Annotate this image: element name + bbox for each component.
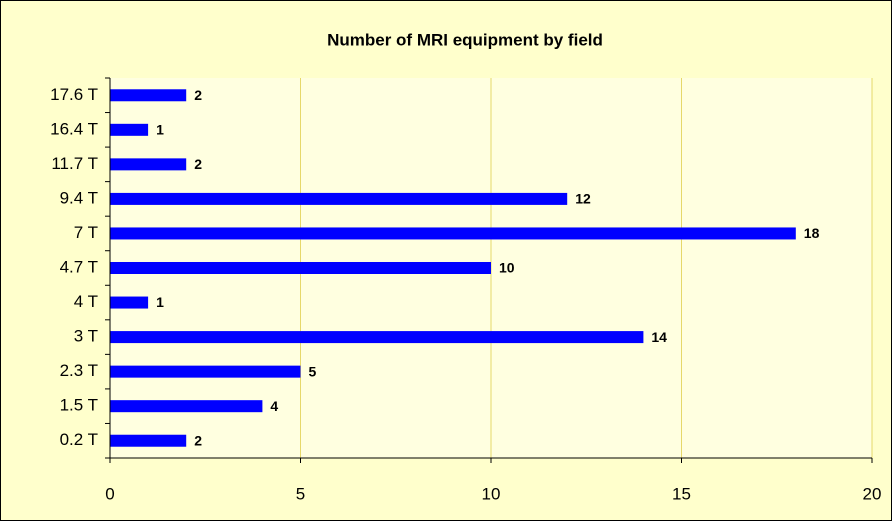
- y-tick-label: 1.5 T: [60, 396, 98, 415]
- value-label: 14: [651, 329, 667, 345]
- bar: [110, 158, 187, 171]
- x-tick-label: 15: [672, 484, 691, 503]
- chart-title: Number of MRI equipment by field: [327, 30, 603, 49]
- bar: [110, 227, 796, 240]
- bar: [110, 434, 187, 447]
- y-tick-label: 0.2 T: [60, 430, 98, 449]
- x-tick-label: 5: [296, 484, 305, 503]
- bar: [110, 123, 149, 136]
- bar: [110, 262, 491, 274]
- bar: [110, 365, 301, 378]
- value-label: 12: [575, 191, 591, 207]
- value-label: 2: [194, 87, 202, 103]
- y-tick-label: 7 T: [74, 223, 98, 242]
- y-tick-label: 3 T: [74, 327, 98, 346]
- bar: [110, 400, 263, 413]
- value-label: 1: [156, 122, 164, 138]
- y-tick-label: 2.3 T: [60, 361, 98, 380]
- value-label: 4: [270, 398, 278, 414]
- value-label: 5: [309, 363, 317, 379]
- value-label: 10: [499, 260, 515, 276]
- bar: [110, 192, 568, 205]
- y-tick-label: 17.6 T: [50, 85, 98, 104]
- bar: [110, 296, 149, 309]
- x-tick-label: 0: [105, 484, 114, 503]
- value-label: 1: [156, 294, 164, 310]
- x-tick-label: 10: [482, 484, 501, 503]
- y-tick-label: 16.4 T: [50, 119, 98, 138]
- value-label: 2: [194, 432, 202, 448]
- x-tick-label: 20: [863, 484, 882, 503]
- bar: [110, 89, 187, 102]
- y-tick-label: 11.7 T: [51, 154, 98, 173]
- value-label: 2: [194, 156, 202, 172]
- value-label: 18: [804, 225, 820, 241]
- y-tick-label: 9.4 T: [60, 188, 98, 207]
- y-tick-label: 4 T: [74, 292, 98, 311]
- y-tick-label: 4.7 T: [60, 257, 98, 276]
- bar: [110, 331, 644, 344]
